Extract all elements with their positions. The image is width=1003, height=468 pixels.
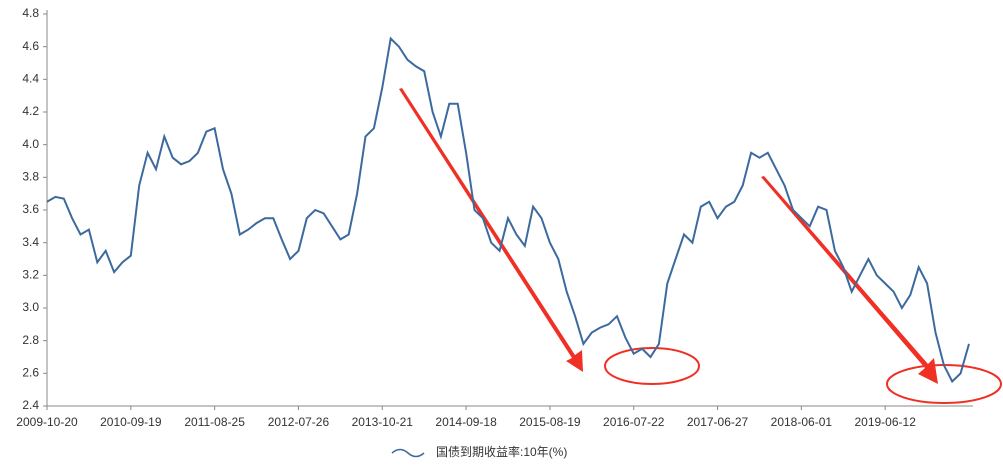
y-tick-label: 4.8 <box>22 6 39 20</box>
x-tick-label: 2012-07-26 <box>268 415 330 429</box>
x-tick-label: 2010-09-19 <box>100 415 162 429</box>
x-tick-label: 2018-06-01 <box>771 415 833 429</box>
annotations <box>399 88 1002 404</box>
trend-arrow <box>399 88 583 372</box>
x-tick-label: 2013-10-21 <box>352 415 414 429</box>
y-tick-label: 2.8 <box>22 333 39 347</box>
y-tick-label: 4.0 <box>22 137 39 151</box>
y-tick-label: 3.2 <box>22 268 39 282</box>
y-tick-label: 2.6 <box>22 366 39 380</box>
y-tick-label: 4.4 <box>22 72 39 86</box>
x-tick-label: 2011-08-25 <box>184 415 245 429</box>
y-tick-label: 2.4 <box>22 398 39 412</box>
y-tick-label: 3.4 <box>22 235 39 249</box>
x-tick-label: 2016-07-22 <box>603 415 665 429</box>
x-tick-label: 2009-10-20 <box>16 415 78 429</box>
x-tick-label: 2014-09-18 <box>435 415 497 429</box>
data-line <box>46 36 970 384</box>
x-tick-label: 2017-06-27 <box>687 415 749 429</box>
y-tick-label: 3.8 <box>22 170 39 184</box>
legend-label: 国债到期收益率:10年(%) <box>436 444 567 459</box>
y-tick-label: 3.6 <box>22 202 39 216</box>
y-tick-label: 4.6 <box>22 39 39 53</box>
trend-arrow <box>761 176 938 384</box>
y-tick-label: 4.2 <box>22 104 39 118</box>
highlight-ellipse <box>604 347 700 385</box>
x-tick-label: 2015-08-19 <box>519 415 581 429</box>
x-tick-label: 2019-06-12 <box>854 415 916 429</box>
highlight-ellipse <box>886 364 1002 404</box>
y-tick-label: 3.0 <box>22 300 39 314</box>
legend-swatch <box>391 448 425 458</box>
